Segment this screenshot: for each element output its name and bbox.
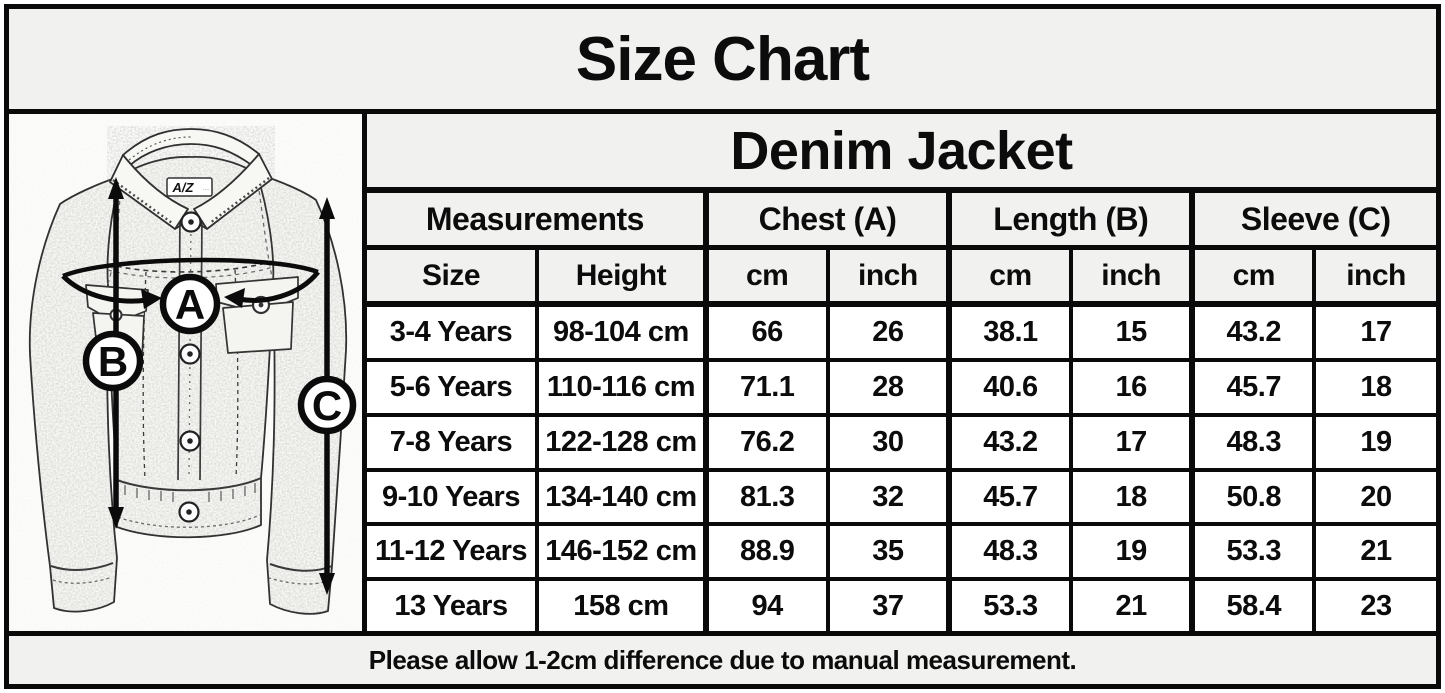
size-table: Denim Jacket Measurements Chest (A) Leng… [367,114,1436,631]
denim-stipple-texture [29,126,347,614]
measure-label-badges: A B C [82,273,357,435]
size-cell: 15 [1068,301,1195,363]
size-cell: 35 [825,522,952,582]
size-cell: 50.8 [1189,467,1317,527]
size-cell: 158 cm [534,577,708,631]
brand-tag: A/Z ···· [166,177,213,197]
length-label: B [98,338,128,385]
size-row: 9-10 Years 134-140 cm 81.3 32 45.7 18 50.8 20 [367,467,1436,527]
size-row: 13 Years 158 cm 94 37 53.3 21 58.4 23 [367,577,1436,631]
size-row: 7-8 Years 122-128 cm 76.2 30 43.2 17 48.3 19 [367,412,1436,472]
size-row: 11-12 Years 146-152 cm 88.9 35 48.3 19 53.3 21 [367,522,1436,582]
group-header-row: Measurements Chest (A) Length (B) Sleeve… [367,188,1436,250]
size-table-body: 3-4 Years 98-104 cm 66 26 38.1 15 43.2 17 5-6 Ye… [367,301,1436,631]
subheader-length-inch: inch [1068,245,1195,307]
content-area: A/Z ···· [9,114,1436,631]
subheader-size: Size [367,245,539,307]
table-title: Denim Jacket [367,114,1436,193]
size-cell: 20 [1312,467,1436,527]
brand-tag-text: A/Z [172,180,195,195]
size-cell: 48.3 [946,522,1073,582]
size-chart-sheet: Size Chart [4,4,1441,689]
size-cell: 32 [825,467,952,527]
table-title-row: Denim Jacket [367,114,1436,193]
size-cell: 53.3 [1189,522,1317,582]
size-cell: 21 [1312,522,1436,582]
size-table-panel: Denim Jacket Measurements Chest (A) Leng… [367,114,1436,631]
size-cell: 18 [1068,467,1195,527]
size-cell: 43.2 [1189,301,1317,363]
subheader-sleeve-cm: cm [1189,245,1317,307]
size-cell: 16 [1068,358,1195,417]
placket-buttons [178,211,202,523]
size-cell: 110-116 cm [534,358,708,417]
chest-measure-arrow [61,257,320,309]
size-cell: 3-4 Years [367,301,539,363]
sub-header-row: Size Height cm inch cm inch cm inch [367,245,1436,307]
size-cell: 26 [825,301,952,363]
chest-label: A [175,281,205,328]
size-cell: 7-8 Years [367,412,539,472]
size-cell: 98-104 cm [534,301,708,363]
jacket-collar [109,128,273,230]
header-chest: Chest (A) [702,188,952,250]
size-cell: 43.2 [946,412,1073,472]
size-cell: 53.3 [946,577,1073,631]
header-measurements: Measurements [367,188,708,250]
size-cell: 30 [825,412,952,472]
size-cell: 71.1 [702,358,830,417]
brand-tag-small-marks: ···· [203,187,210,193]
size-cell: 134-140 cm [534,467,708,527]
subheader-chest-inch: inch [825,245,952,307]
size-cell: 45.7 [946,467,1073,527]
header-sleeve: Sleeve (C) [1189,188,1436,250]
jacket-diagram-panel: A/Z ···· [9,114,367,631]
subheader-chest-cm: cm [702,245,830,307]
size-cell: 58.4 [1189,577,1317,631]
size-cell: 28 [825,358,952,417]
subheader-sleeve-inch: inch [1312,245,1436,307]
size-cell: 146-152 cm [534,522,708,582]
size-cell: 21 [1068,577,1195,631]
subheader-length-cm: cm [946,245,1073,307]
size-cell: 88.9 [702,522,830,582]
size-row: 5-6 Years 110-116 cm 71.1 28 40.6 16 45.7 18 [367,358,1436,417]
sleeve-label: C [312,382,342,429]
size-cell: 9-10 Years [367,467,539,527]
page-title: Size Chart [9,9,1436,114]
size-cell: 81.3 [702,467,830,527]
size-cell: 5-6 Years [367,358,539,417]
denim-jacket-illustration: A/Z ···· [9,114,362,631]
size-cell: 37 [825,577,952,631]
size-cell: 19 [1312,412,1436,472]
size-cell: 18 [1312,358,1436,417]
size-cell: 76.2 [702,412,830,472]
size-cell: 48.3 [1189,412,1317,472]
size-cell: 17 [1068,412,1195,472]
size-cell: 38.1 [946,301,1073,363]
size-cell: 66 [702,301,830,363]
size-cell: 19 [1068,522,1195,582]
header-length: Length (B) [946,188,1195,250]
size-cell: 13 Years [367,577,539,631]
size-cell: 23 [1312,577,1436,631]
footer-note: Please allow 1-2cm difference due to man… [9,631,1436,684]
size-cell: 11-12 Years [367,522,539,582]
size-cell: 94 [702,577,830,631]
subheader-height: Height [534,245,708,307]
size-cell: 17 [1312,301,1436,363]
size-cell: 40.6 [946,358,1073,417]
size-cell: 122-128 cm [534,412,708,472]
size-row: 3-4 Years 98-104 cm 66 26 38.1 15 43.2 17 [367,301,1436,363]
size-cell: 45.7 [1189,358,1317,417]
